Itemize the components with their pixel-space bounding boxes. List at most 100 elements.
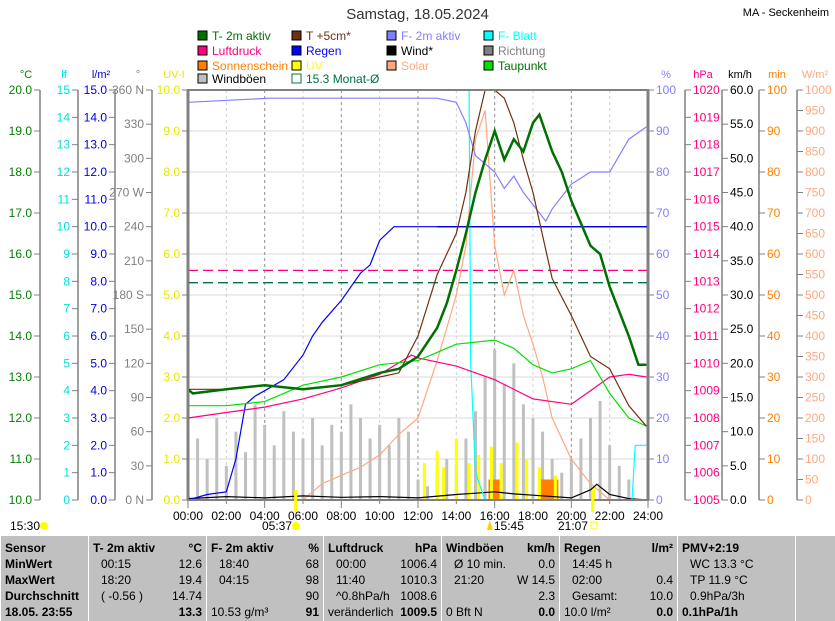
axis-tick-label: 550 [805, 268, 825, 282]
x-tick-label: 02:00 [211, 509, 241, 523]
table-cell: MinWert [5, 557, 52, 571]
bar-mark [311, 418, 314, 500]
axis-unit-label: l/m² [92, 69, 111, 81]
table-cell: l/m² [652, 541, 673, 555]
axis-unit-label: W/m² [802, 69, 829, 81]
axis-unit-label: hPa [693, 69, 713, 81]
table-cell: Ø 10 min. [454, 557, 506, 571]
axis-tick-label: 330 [124, 117, 144, 131]
table-cell: 04:15 [219, 573, 249, 587]
axis-tick-label: 15 [57, 83, 71, 97]
table-row: 90 [211, 589, 319, 605]
table-cell: 00:15 [101, 557, 131, 571]
axis-tick-label: 100 [805, 452, 825, 466]
table-cell: 21:20 [454, 573, 484, 587]
annotation-time: 05:37 [262, 519, 292, 533]
legend-label: Regen [306, 44, 341, 58]
annotation-time: 21:07 [558, 519, 588, 533]
axis-tick-label: 1020 [693, 83, 720, 97]
axis-tick-label: 1018 [693, 138, 720, 152]
axis-tick-label: 1014 [693, 247, 720, 261]
axis-tick-label: 10.0 [157, 83, 181, 97]
axis-tick-label: 800 [805, 165, 825, 179]
bar-mark [608, 445, 611, 500]
axis-tick-label: 400 [805, 329, 825, 343]
axis-tick-label: 90 [767, 124, 781, 138]
axis-tick-label: 60 [131, 425, 145, 439]
bar-mark [292, 432, 295, 500]
table-row: TP 11.9 °C [682, 573, 791, 589]
bar-mark [417, 480, 420, 501]
axis-tick-label: 9 [63, 247, 70, 261]
table-cell: 0.1hPa/1h [682, 605, 738, 619]
axis-unit-label: UV-I [163, 69, 184, 81]
axis-tick-label: 30 [131, 459, 145, 473]
table-cell: Gesamt: [572, 589, 617, 603]
axis-tick-label: 14.0 [84, 110, 108, 124]
table-column-empty [795, 536, 835, 621]
axis-tick-label: 0 N [125, 493, 144, 507]
table-cell: WC 13.3 °C [690, 557, 753, 571]
axis-tick-label: 900 [805, 124, 825, 138]
axis-tick-label: 650 [805, 227, 825, 241]
axis-tick-label: 50 [767, 288, 781, 302]
axis-tick-label: 90 [656, 124, 670, 138]
axis-tick-label: 15.0 [730, 391, 754, 405]
bar-mark [570, 459, 573, 500]
axis-tick-label: 12.0 [9, 411, 33, 425]
table-row: Durchschnitt [5, 589, 84, 605]
table-cell: F- 2m aktiv [211, 541, 274, 555]
axis-tick-label: 1006 [693, 466, 720, 480]
axis-unit-label: % [661, 69, 671, 81]
table-row: WC 13.3 °C [682, 557, 791, 573]
axis-tick-label: 4 [63, 384, 70, 398]
axis-tick-label: 5.0 [163, 288, 180, 302]
axis-tick-label: 8.0 [90, 274, 107, 288]
axis-tick-label: 0 [63, 493, 70, 507]
axis-tick-label: 3 [63, 411, 70, 425]
bar-mark [532, 418, 535, 500]
axis-tick-label: 1 [63, 466, 70, 480]
axis-tick-label: 750 [805, 186, 825, 200]
legend-swatch [387, 31, 396, 40]
axis-tick-label: 80 [656, 165, 670, 179]
table-cell: 1010.3 [400, 573, 437, 587]
axis-tick-label: 15.0 [9, 288, 33, 302]
table-row: MaxWert [5, 573, 84, 589]
table-cell: 91 [306, 605, 319, 619]
table-row: 14:45 h [564, 557, 673, 573]
axis-tick-label: 60.0 [730, 83, 754, 97]
table-row: F- 2m aktiv% [211, 541, 319, 557]
bar-mark [388, 445, 391, 500]
axis-tick-label: 55.0 [730, 117, 754, 131]
axis-tick-label: 6.0 [90, 329, 107, 343]
bar-mark [397, 418, 400, 500]
bar-mark [512, 363, 515, 500]
legend-swatch [387, 46, 396, 55]
legend-swatch [292, 31, 301, 40]
axis-tick-label: 6.0 [163, 247, 180, 261]
axis-tick-label: 0 [805, 493, 812, 507]
bar-mark [215, 418, 218, 500]
table-row: 0.1hPa/1h [682, 605, 791, 621]
legend-label: Windböen [212, 72, 266, 86]
table-cell: 14:45 h [572, 557, 612, 571]
legend-label: F- Blatt [498, 29, 537, 43]
bar-mark [349, 404, 352, 500]
axis-tick-label: 70 [656, 206, 670, 220]
axis-tick-label: 3.0 [90, 411, 107, 425]
table-cell: 10.53 g/m³ [211, 605, 268, 619]
axis-unit-label: km/h [728, 69, 752, 81]
axis-tick-label: 50 [805, 473, 819, 487]
axis-tick-label: 850 [805, 145, 825, 159]
legend-swatch [292, 74, 301, 83]
bar-mark [455, 439, 458, 501]
axis-tick-label: 1015 [693, 220, 720, 234]
table-cell: 1006.4 [400, 557, 437, 571]
